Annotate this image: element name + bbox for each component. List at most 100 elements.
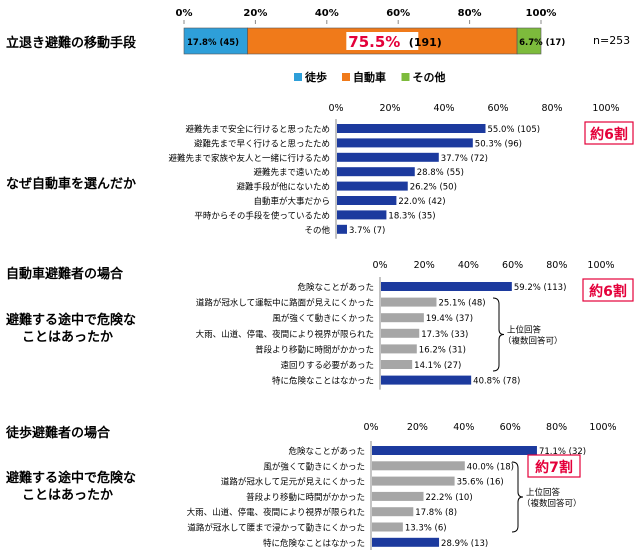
- chart1-n-label: n=253: [593, 34, 630, 47]
- chart2-category-label: 避難先まで早く行けると思ったため: [194, 138, 330, 149]
- chart4-bar: [372, 476, 455, 486]
- chart2-xtick-label: 40%: [433, 103, 454, 114]
- chart4-category-label: 道路が冠水して足元が見えにくかった: [221, 477, 365, 488]
- chart3-bar: [381, 328, 420, 338]
- chart2-value-label: 22.0% (42): [398, 197, 445, 207]
- q4-section-title: 徒歩避難者の場合: [5, 425, 111, 441]
- chart3-bar: [381, 344, 417, 354]
- chart2-value-label: 37.7% (72): [441, 154, 488, 164]
- q4-title-line2: ことはあったか: [22, 488, 113, 503]
- chart4-bar: [372, 522, 403, 532]
- chart4-xtick-label: 60%: [500, 422, 521, 433]
- chart2-value-label: 50.3% (96): [475, 139, 522, 149]
- chart1-legend-label: 徒歩: [304, 70, 327, 84]
- chart3-bar: [381, 360, 413, 369]
- chart2-category-label: その他: [304, 225, 330, 236]
- chart3-value-label: 17.3% (33): [421, 330, 468, 340]
- chart1-xtick-label: 80%: [458, 8, 482, 19]
- chart4-callout-text: 約7割: [535, 459, 573, 476]
- chart1-xtick-label: 20%: [243, 8, 267, 19]
- chart1-legend-swatch: [294, 73, 302, 81]
- chart4-xtick-label: 100%: [589, 422, 616, 433]
- chart3-callout-box: [582, 278, 634, 302]
- chart2-callout-text: 約6割: [590, 126, 628, 143]
- q3-title-line2: ことはあったか: [22, 330, 113, 345]
- chart1-xtick-label: 0%: [176, 8, 193, 19]
- chart2-xtick-label: 0%: [328, 103, 343, 114]
- chart4-callout-box: [527, 454, 581, 478]
- chart4-bracket: [511, 461, 524, 533]
- chart-2-reasons: 0% 20% 40% 60% 80% 100% 避難先まで安全に行けると思ったため 55.0%…: [168, 103, 634, 239]
- chart4-bracket-note-1: 上位回答: [526, 487, 561, 498]
- chart3-xtick-label: 0%: [372, 260, 387, 271]
- chart3-category-label: 普段より移動に時間がかかった: [255, 344, 374, 355]
- chart1-bar-segment: [516, 27, 542, 55]
- chart3-category-label: 危険なことがあった: [297, 282, 374, 293]
- chart1-legend-swatch: [342, 73, 350, 81]
- chart1-legend-swatch: [401, 73, 410, 81]
- chart1-car-label-pct: 75.5%: [348, 33, 400, 51]
- chart4-category-label: 道路が冠水して腰まで浸かって動きにくかった: [187, 523, 365, 534]
- chart3-value-label: 25.1% (48): [438, 299, 485, 309]
- chart1-car-label-box: [346, 32, 419, 50]
- chart4-bar: [372, 537, 440, 547]
- chart4-value-label: 13.3% (6): [405, 524, 447, 534]
- chart2-bar: [337, 181, 408, 191]
- chart4-category-label: 大雨、山道、停電、夜間により視界が限られた: [187, 507, 365, 518]
- chart2-bar: [337, 167, 415, 177]
- chart1-legend-label: その他: [413, 70, 446, 84]
- chart4-value-label: 40.0% (18): [467, 462, 514, 472]
- chart2-value-label: 26.2% (50): [410, 183, 457, 193]
- chart4-value-label: 71.1% (32): [539, 447, 586, 457]
- chart2-value-label: 28.8% (55): [417, 168, 464, 178]
- chart-4-walk-danger: 0% 20% 40% 60% 80% 100% 危険なことがあった 71.1% (32) 風が強…: [187, 422, 617, 550]
- chart2-bar: [337, 196, 397, 205]
- chart4-category-label: 普段より移動に時間がかかった: [246, 492, 365, 503]
- chart4-value-label: 35.6% (16): [457, 478, 504, 488]
- q3-title-line1: 避難する途中で危険な: [6, 312, 136, 328]
- chart3-category-label: 風が強くて動きにくかった: [272, 313, 374, 324]
- chart1-xtick-label: 60%: [386, 8, 410, 19]
- chart4-bar: [372, 491, 424, 501]
- chart1-other-label: 6.7% (17): [519, 38, 565, 48]
- chart2-category-label: 避難先まで家族や友人と一緒に行けるため: [168, 153, 330, 164]
- chart3-bar: [381, 313, 424, 323]
- chart3-bracket-note-2: （複数回答可）: [503, 336, 563, 347]
- chart3-value-label: 59.2% (113): [514, 283, 567, 293]
- chart3-callout-text: 約6割: [589, 283, 627, 300]
- chart-3-car-danger: 0% 20% 40% 60% 80% 100% 危険なことがあった 59.2% (113) 道路…: [196, 260, 634, 390]
- chart2-category-label: 平時からその手段を使っているため: [194, 210, 330, 221]
- chart1-car-label-count: (191): [409, 36, 442, 49]
- chart1-xtick-label: 40%: [315, 8, 339, 19]
- chart3-category-label: 遠回りする必要があった: [280, 360, 374, 371]
- chart2-xtick-label: 80%: [541, 103, 562, 114]
- q3-section-title: 自動車避難者の場合: [6, 266, 124, 282]
- chart4-bar: [372, 446, 537, 455]
- chart2-category-label: 避難先まで遠いため: [253, 167, 330, 178]
- chart2-value-label: 3.7% (7): [349, 226, 385, 236]
- chart4-category-label: 危険なことがあった: [288, 446, 365, 457]
- chart1-legend-label: 自動車: [353, 70, 386, 84]
- chart3-value-label: 16.2% (31): [419, 345, 466, 355]
- chart4-category-label: 風が強くて動きにくかった: [263, 461, 365, 472]
- chart1-xtick-label: 100%: [526, 8, 557, 19]
- chart4-bracket-note-2: （複数回答可）: [522, 498, 582, 509]
- q1-title: 立退き避難の移動手段: [6, 35, 136, 51]
- chart4-value-label: 17.8% (8): [415, 508, 457, 518]
- chart2-bar: [337, 210, 387, 220]
- chart2-xtick-label: 60%: [487, 103, 508, 114]
- chart4-xtick-label: 20%: [407, 422, 428, 433]
- chart3-category-label: 特に危険なことはなかった: [272, 376, 374, 387]
- chart4-xtick-label: 40%: [453, 422, 474, 433]
- chart2-bar: [337, 152, 439, 162]
- chart2-value-label: 18.3% (35): [388, 211, 435, 221]
- chart4-bar: [372, 507, 414, 517]
- chart3-value-label: 14.1% (27): [414, 361, 461, 371]
- chart-1-mode: 0% 20% 40% 60% 80% 100% 17.8% (45) 75.5% (191) 6.…: [176, 8, 631, 84]
- chart2-value-label: 55.0% (105): [488, 125, 541, 135]
- chart3-bracket-note-1: 上位回答: [507, 325, 542, 336]
- q4-title-line1: 避難する途中で危険な: [6, 470, 136, 486]
- chart2-category-label: 自動車が大事だから: [253, 196, 330, 207]
- chart1-bar-segment: [183, 27, 248, 55]
